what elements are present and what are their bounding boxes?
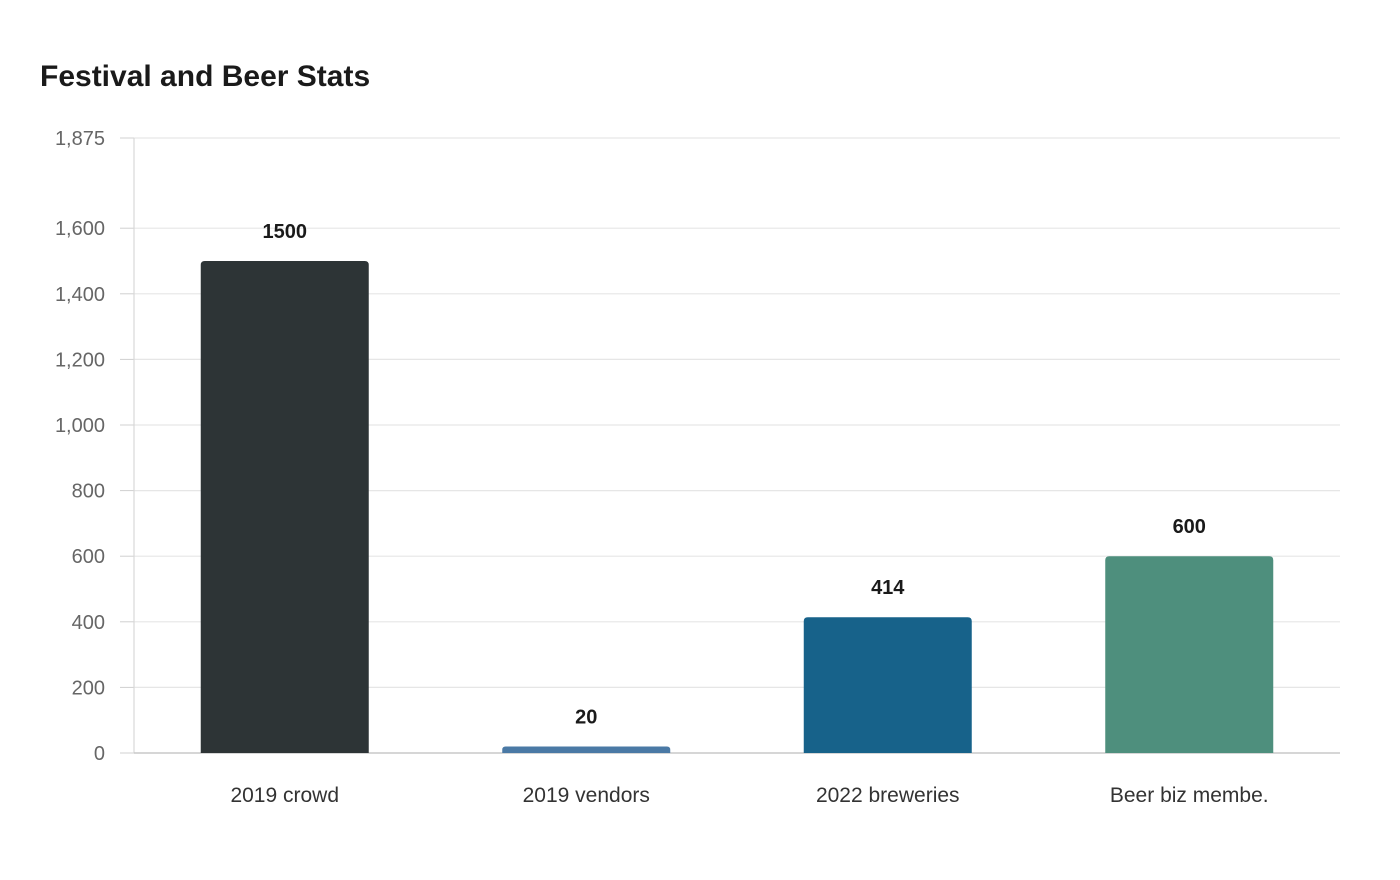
data-label: 20 <box>575 706 597 728</box>
y-tick-label: 200 <box>72 677 105 699</box>
y-tick-label: 0 <box>94 743 105 765</box>
y-tick-label: 800 <box>72 481 105 503</box>
labels: 0 200 400 600 800 1,000 1,200 1,400 1,600 1,875 15… <box>55 128 1269 807</box>
x-category-label: 2019 crowd <box>230 784 339 807</box>
data-label: 600 <box>1173 516 1206 538</box>
y-tick-label: 1,200 <box>55 349 105 371</box>
bar <box>803 617 972 753</box>
data-label: 414 <box>871 577 905 599</box>
y-tick-label: 1,400 <box>55 284 105 306</box>
x-category-label: Beer biz membe. <box>1110 784 1269 807</box>
y-tick-label: 1,600 <box>55 218 105 240</box>
y-tick-label: 1,000 <box>55 415 105 437</box>
bar <box>1105 556 1274 753</box>
chart-title: Festival and Beer Stats <box>40 60 371 93</box>
x-category-label: 2019 vendors <box>523 784 650 807</box>
y-tick-label: 400 <box>72 612 105 634</box>
y-tick-label: 600 <box>72 546 105 568</box>
bars <box>200 261 1274 753</box>
data-label: 1500 <box>263 221 308 243</box>
bar <box>200 261 369 753</box>
y-tick-label: 1,875 <box>55 128 105 150</box>
bar <box>502 746 671 753</box>
x-category-label: 2022 breweries <box>816 784 960 807</box>
